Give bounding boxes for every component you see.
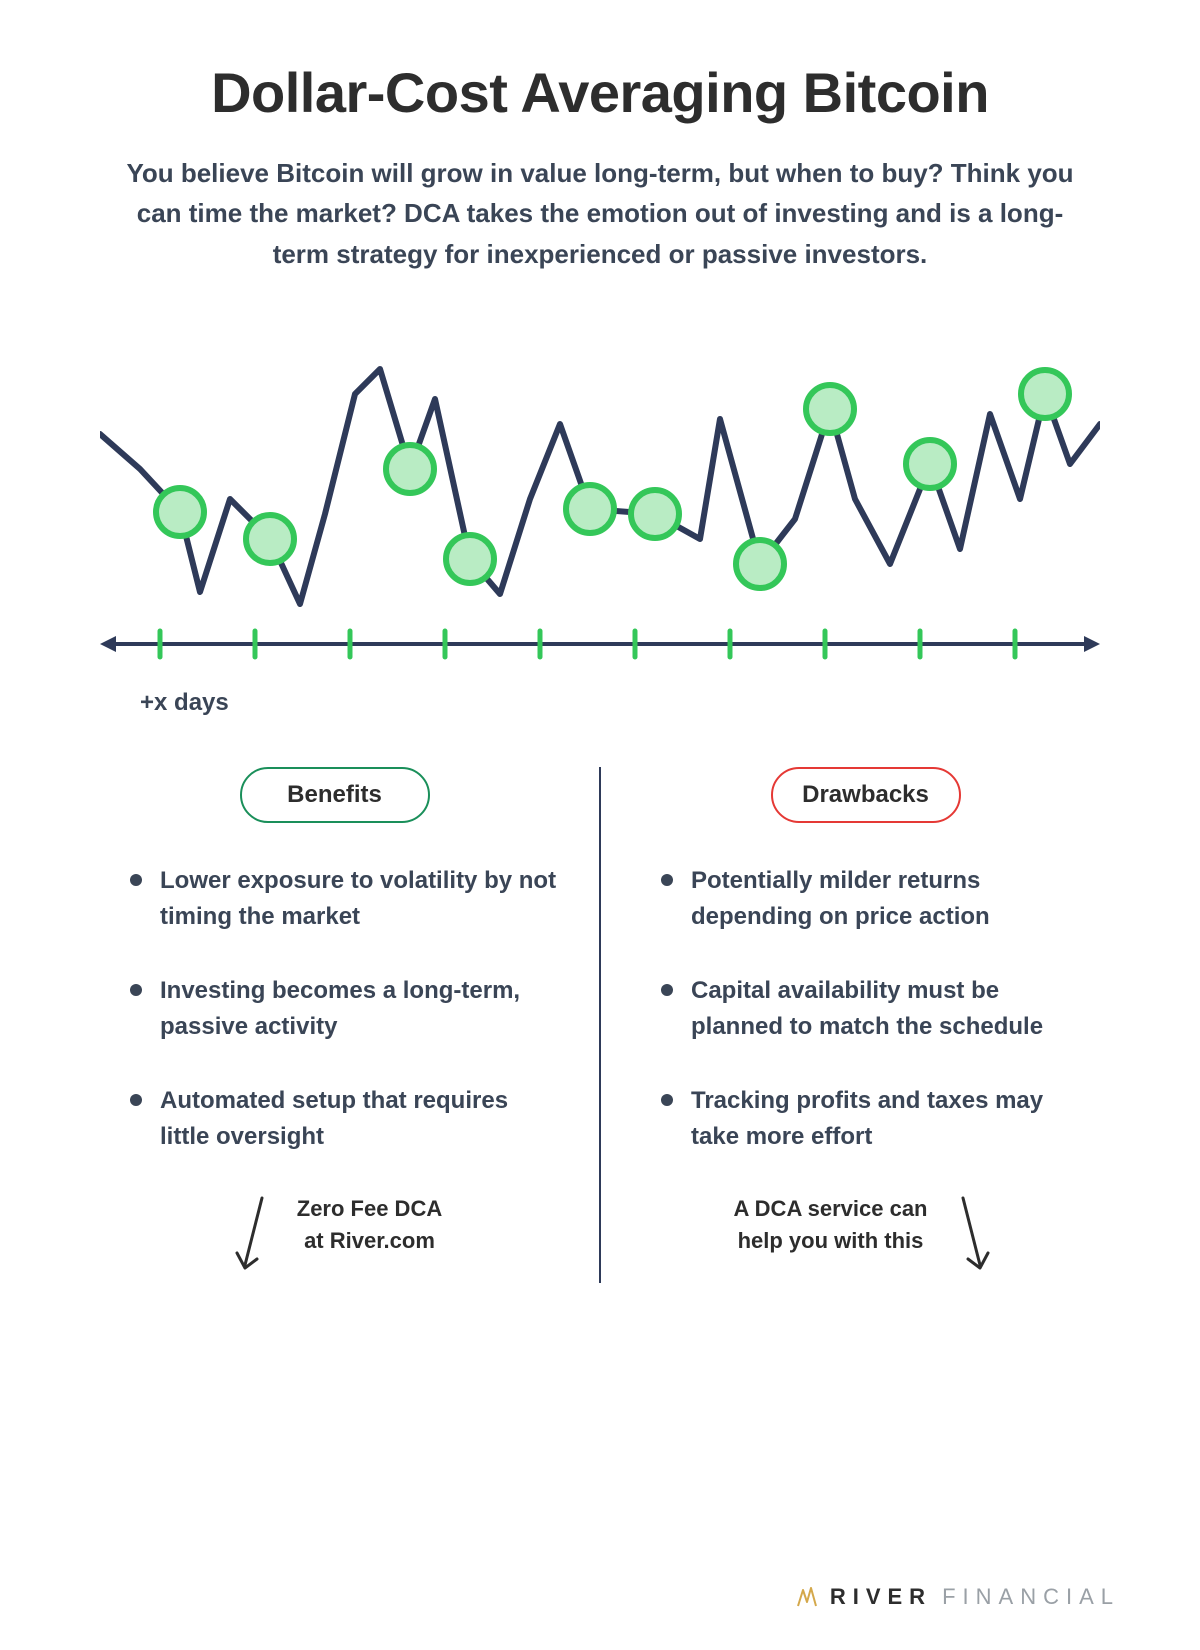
- benefits-column: Benefits Lower exposure to volatility by…: [80, 767, 589, 1283]
- list-item: Potentially milder returns depending on …: [661, 863, 1090, 935]
- list-item: Capital availability must be planned to …: [661, 973, 1090, 1045]
- page-title: Dollar-Cost Averaging Bitcoin: [80, 60, 1120, 125]
- brand-name-strong: RIVER: [830, 1584, 932, 1610]
- page-subtitle: You believe Bitcoin will grow in value l…: [120, 153, 1080, 274]
- list-item: Tracking profits and taxes may take more…: [661, 1083, 1090, 1155]
- benefits-callout: Zero Fee DCAat River.com: [100, 1193, 569, 1283]
- list-item: Lower exposure to volatility by not timi…: [130, 863, 559, 935]
- brand-logo-icon: [794, 1584, 820, 1610]
- benefits-list: Lower exposure to volatility by not timi…: [100, 863, 569, 1155]
- drawbacks-callout-text: A DCA service canhelp you with this: [733, 1193, 927, 1257]
- arrow-down-right-icon: [948, 1193, 998, 1283]
- footer-brand: RIVER FINANCIAL: [794, 1584, 1120, 1610]
- benefits-header-pill: Benefits: [240, 767, 430, 823]
- list-item: Investing becomes a long-term, passive a…: [130, 973, 559, 1045]
- vertical-divider: [599, 767, 601, 1283]
- comparison-columns: Benefits Lower exposure to volatility by…: [80, 767, 1120, 1283]
- brand-name-light: FINANCIAL: [942, 1584, 1120, 1610]
- drawbacks-callout: A DCA service canhelp you with this: [631, 1193, 1100, 1283]
- chart-svg: [100, 314, 1100, 674]
- arrow-down-left-icon: [227, 1193, 277, 1283]
- list-item: Automated setup that requires little ove…: [130, 1083, 559, 1155]
- benefits-callout-text: Zero Fee DCAat River.com: [297, 1193, 442, 1257]
- drawbacks-list: Potentially milder returns depending on …: [631, 863, 1100, 1155]
- x-axis-label: +x days: [140, 689, 1100, 717]
- drawbacks-column: Drawbacks Potentially milder returns dep…: [611, 767, 1120, 1283]
- price-chart: +x days: [100, 314, 1100, 717]
- drawbacks-header-pill: Drawbacks: [771, 767, 961, 823]
